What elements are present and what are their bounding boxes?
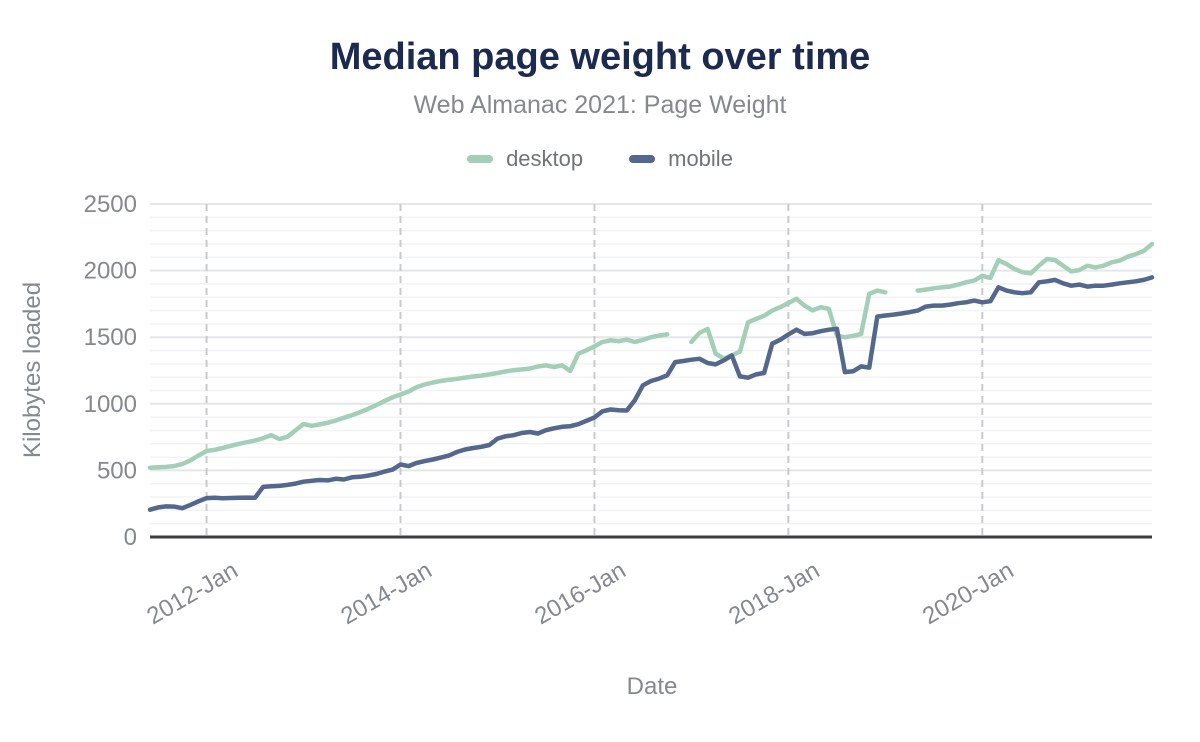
legend-swatch-mobile: [629, 155, 656, 163]
gridlines: [150, 203, 1152, 537]
x-axis-title: Date: [627, 673, 678, 700]
legend-item-desktop[interactable]: desktop: [467, 146, 583, 172]
x-tick-label: 2014-Jan: [336, 557, 436, 630]
legend-item-mobile[interactable]: mobile: [629, 146, 733, 172]
y-tick-label: 1500: [84, 324, 137, 351]
series-line-mobile[interactable]: [147, 275, 1155, 512]
legend-label-mobile: mobile: [668, 146, 733, 171]
series-line-desktop[interactable]: [147, 332, 670, 470]
legend: desktop mobile: [0, 146, 1200, 172]
y-tick-label: 0: [124, 524, 137, 551]
series-line-desktop[interactable]: [915, 241, 1155, 293]
x-tick-label: 2018-Jan: [724, 557, 824, 630]
legend-label-desktop: desktop: [506, 146, 584, 171]
chart-subtitle: Web Almanac 2021: Page Weight: [413, 91, 787, 119]
data-series: [147, 241, 1155, 512]
chart-title: Median page weight over time: [329, 36, 871, 78]
y-tick-label: 2500: [84, 191, 137, 218]
y-tick-label: 1000: [84, 391, 137, 418]
x-tick-label: 2012-Jan: [142, 557, 242, 630]
x-tick-label: 2020-Jan: [918, 557, 1018, 630]
y-tick-label: 500: [97, 457, 137, 484]
y-axis-title: Kilobytes loaded: [19, 282, 46, 458]
x-tick-label: 2016-Jan: [530, 557, 630, 630]
legend-swatch-desktop: [467, 155, 494, 163]
y-tick-label: 2000: [84, 258, 137, 285]
